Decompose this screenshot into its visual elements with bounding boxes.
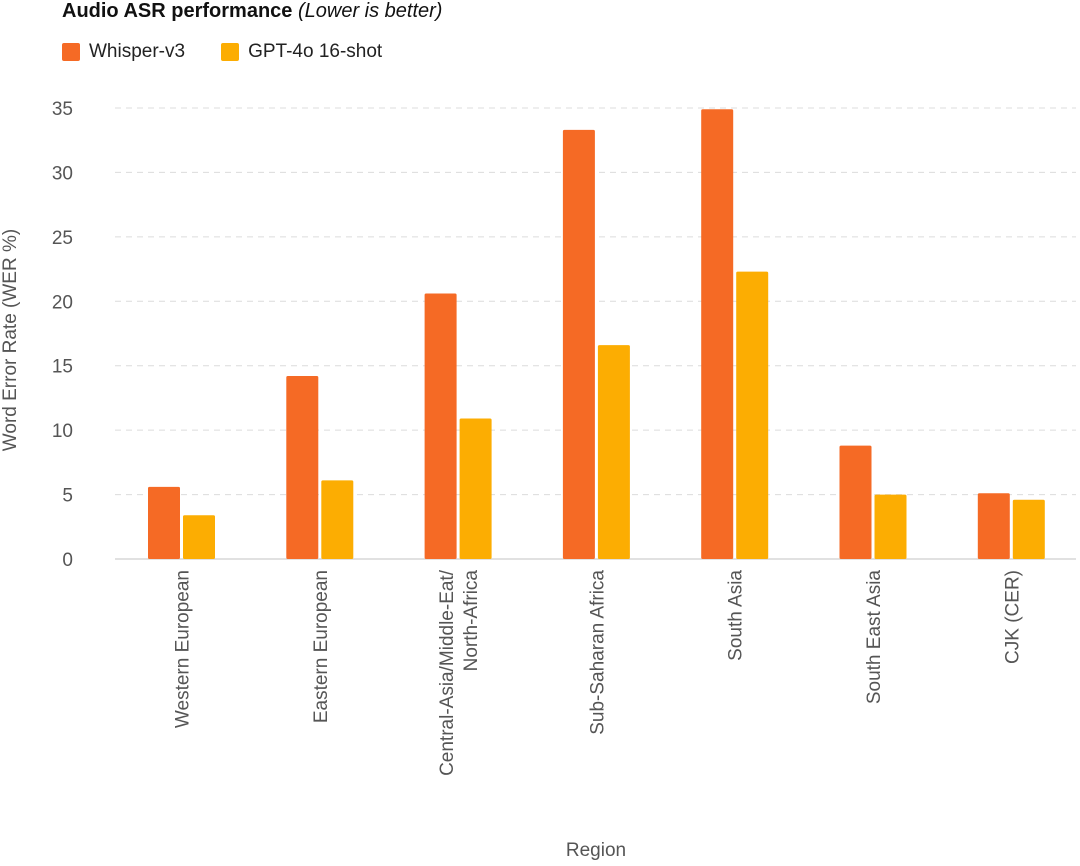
bar: [183, 515, 215, 559]
bar: [736, 271, 769, 559]
legend-item-whisper: Whisper-v3: [62, 41, 185, 63]
y-tick-label: 20: [52, 292, 73, 313]
x-tick-label: Eastern European: [311, 570, 332, 723]
bar: [321, 480, 354, 559]
y-tick-label: 35: [52, 99, 73, 120]
legend-swatch-gpt4o: [221, 43, 240, 61]
bars: [148, 109, 1045, 560]
legend-label-gpt4o: GPT-4o 16-shot: [248, 41, 383, 62]
y-axis-ticks: 0 5 10 15 20 25 30 35: [52, 99, 73, 571]
x-tick-label: Western European: [173, 570, 194, 728]
x-tick-label: South Asia: [726, 570, 747, 661]
legend-item-gpt4o: GPT-4o 16-shot: [221, 41, 382, 63]
bar: [701, 109, 734, 559]
y-axis-label: Word Error Rate (WER %): [0, 229, 21, 451]
y-tick-label: 0: [62, 550, 73, 571]
y-tick-label: 10: [52, 421, 73, 442]
x-tick-label: South East Asia: [864, 570, 885, 705]
chart-subtitle: (Lower is better): [297, 0, 443, 22]
chart-title: Audio ASR performance (Lower is better): [62, 0, 442, 23]
gridlines: [115, 107, 1076, 560]
legend-label-whisper: Whisper-v3: [89, 41, 186, 62]
x-tick-label: Central-Asia/Middle-Eat/North-Africa: [437, 569, 482, 776]
y-tick-label: 25: [52, 228, 73, 249]
bar: [562, 129, 595, 560]
x-axis-ticks: Western European Eastern European Central-…: [173, 569, 1024, 776]
bar: [424, 293, 457, 559]
y-tick-label: 15: [52, 357, 73, 378]
bar: [148, 486, 180, 559]
chart-title-main: Audio ASR performance: [62, 0, 293, 22]
bar: [839, 445, 872, 559]
bar: [1012, 499, 1045, 559]
x-tick-label: Sub-Saharan Africa: [587, 570, 608, 735]
legend: Whisper-v3 GPT-4o 16-shot: [62, 41, 382, 63]
bar: [459, 418, 492, 559]
legend-swatch-whisper: [62, 43, 80, 61]
bar: [597, 345, 630, 559]
x-axis-label: Region: [566, 840, 626, 861]
bar: [874, 494, 907, 559]
y-tick-label: 30: [52, 163, 73, 184]
bar: [977, 493, 1010, 559]
x-tick-label: CJK (CER): [1002, 570, 1023, 664]
bar: [286, 376, 319, 559]
y-tick-label: 5: [62, 486, 73, 507]
